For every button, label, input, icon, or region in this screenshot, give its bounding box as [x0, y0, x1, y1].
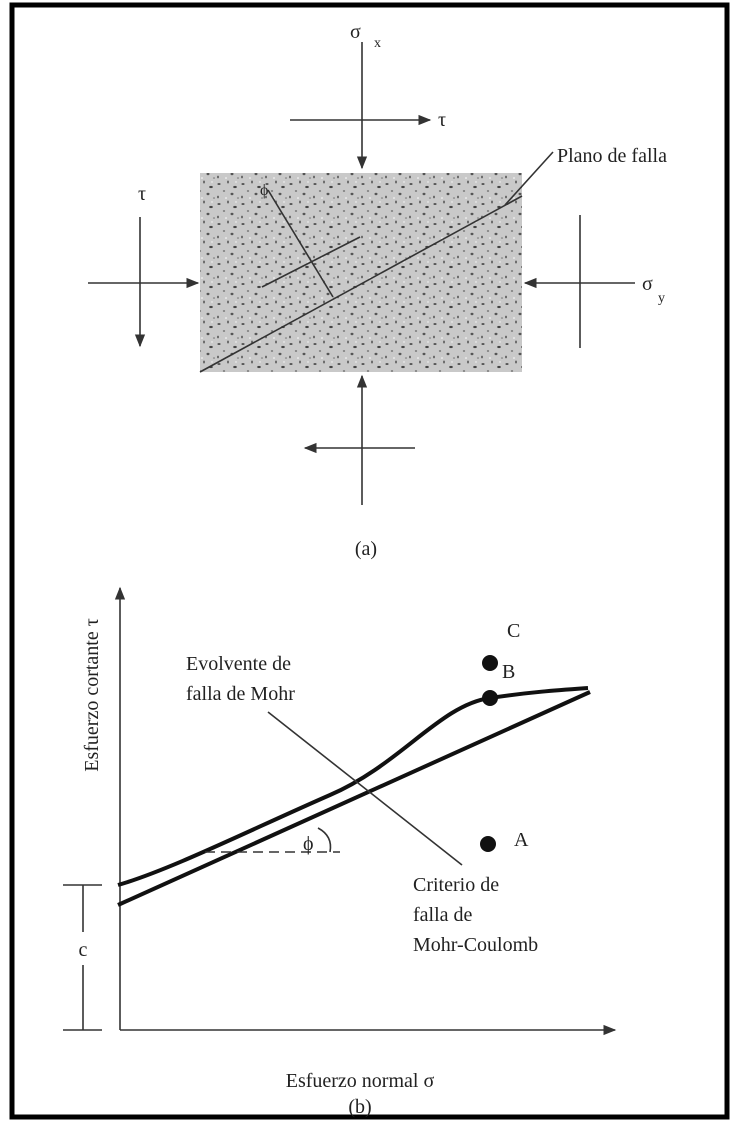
mohr-coulomb-label: Criterio de [413, 874, 499, 896]
y-axis-label: Esfuerzo cortante τ [81, 618, 103, 772]
phi-arc [318, 828, 331, 852]
point [480, 836, 496, 852]
caption: (b) [348, 1096, 371, 1118]
leader-line [268, 712, 462, 865]
mohr-envelope [118, 688, 588, 885]
panel-b: Esfuerzo cortante τ Esfuerzo normal σ c … [63, 588, 615, 1118]
point [482, 655, 498, 671]
tau-top: τ [438, 109, 446, 131]
caption: (a) [355, 538, 377, 560]
soil-sample [200, 173, 522, 372]
x-axis-label: Esfuerzo normal σ [286, 1070, 435, 1092]
sigma-x-sub: x [374, 36, 381, 51]
panel-a: σ x τ Plano de falla τ ϕ σ y (a) [88, 21, 667, 560]
phi: ϕ [303, 833, 314, 855]
cohesion: c [79, 939, 88, 961]
sigma-y: σ [642, 273, 653, 295]
point-label: C [507, 620, 520, 642]
tau-left: τ [138, 183, 146, 205]
point [482, 690, 498, 706]
figure: σ x τ Plano de falla τ ϕ σ y (a) Esfuerz… [0, 0, 733, 1122]
mohr-coulomb-label: falla de [413, 904, 473, 926]
sigma-x: σ [350, 21, 361, 43]
mohr-envelope-label: falla de Mohr [186, 683, 295, 705]
failure-plane-label: Plano de falla [557, 145, 667, 167]
mohr-coulomb-line [118, 692, 590, 905]
phi: ϕ [260, 182, 268, 199]
point-label: B [502, 661, 515, 683]
sigma-y-sub: y [658, 291, 665, 306]
mohr-coulomb-label: Mohr-Coulomb [413, 934, 538, 956]
point-label: A [514, 829, 529, 851]
mohr-envelope-label: Evolvente de [186, 653, 291, 675]
